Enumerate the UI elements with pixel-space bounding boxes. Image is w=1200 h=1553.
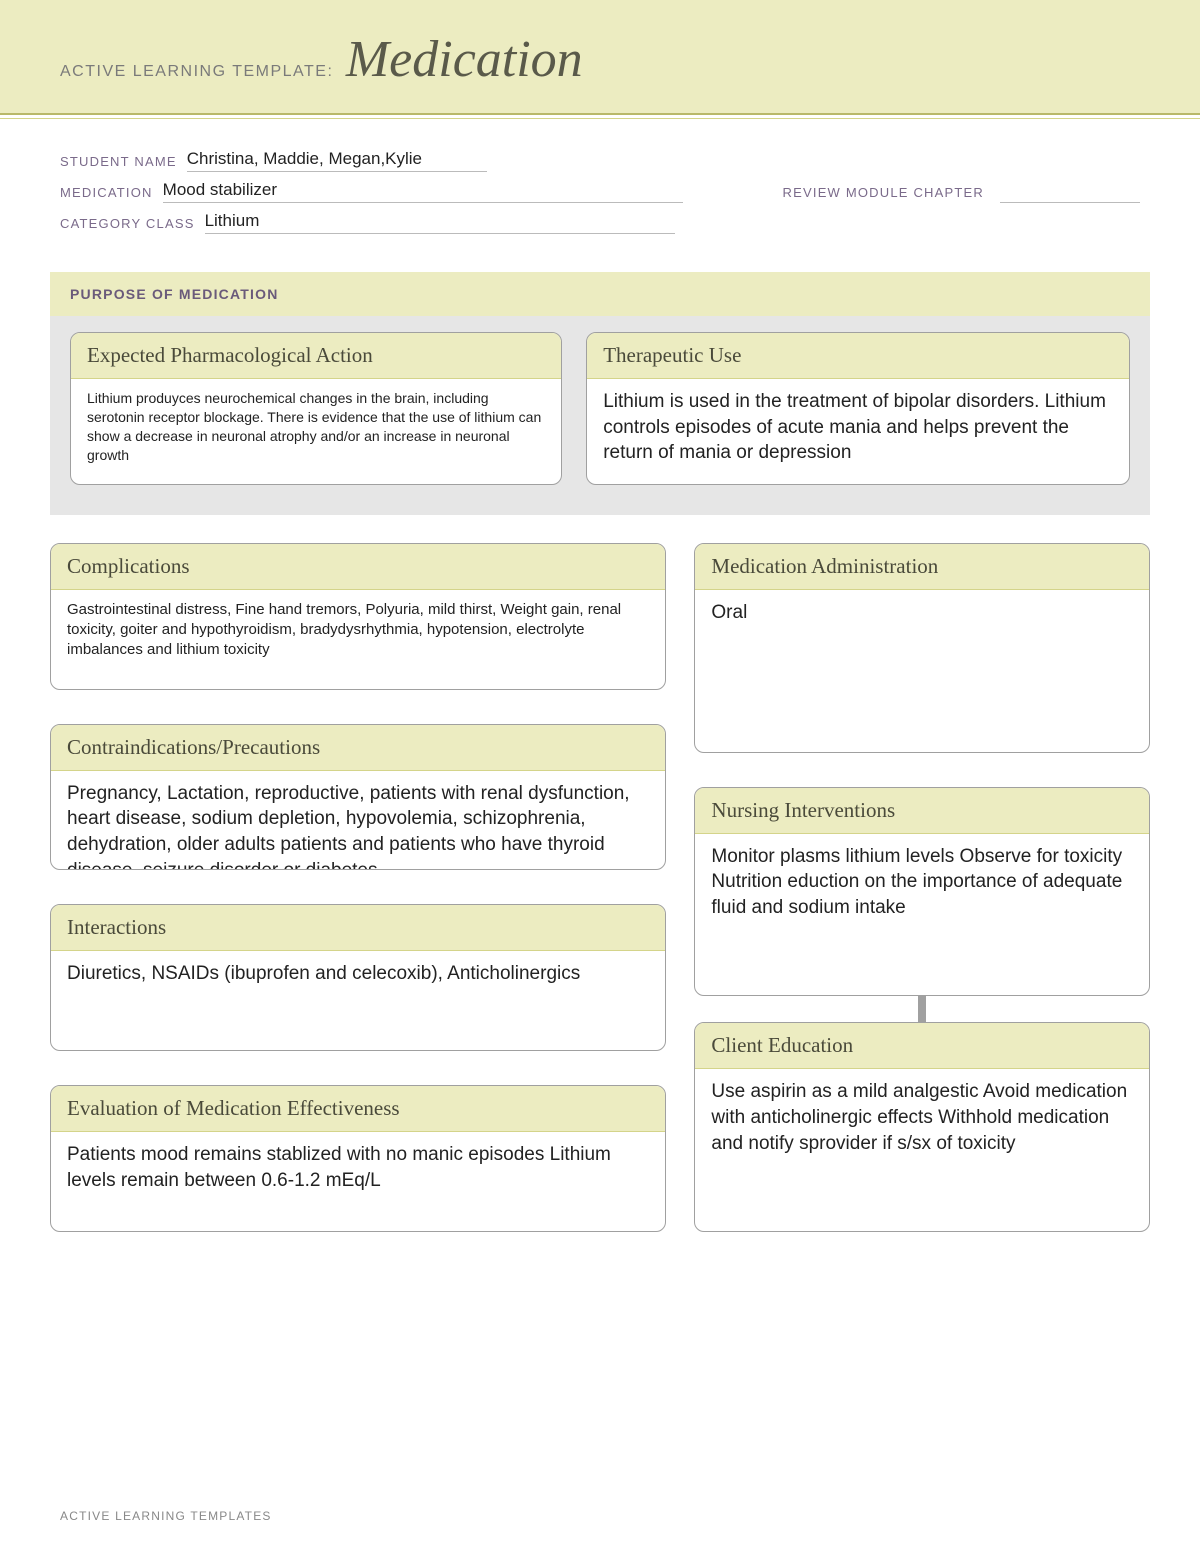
therapeutic-use-body: Lithium is used in the treatment of bipo… <box>587 379 1129 484</box>
interactions-body: Diuretics, NSAIDs (ibuprofen and celecox… <box>51 951 665 1031</box>
header-prefix: ACTIVE LEARNING TEMPLATE: <box>60 63 333 80</box>
purpose-heading: PURPOSE OF MEDICATION <box>50 272 1150 316</box>
contraindications-card: Contraindications/Precautions Pregnancy,… <box>50 724 666 871</box>
interactions-card: Interactions Diuretics, NSAIDs (ibuprofe… <box>50 904 666 1051</box>
evaluation-body: Patients mood remains stablized with no … <box>51 1132 665 1212</box>
client-education-body: Use aspirin as a mild analgestic Avoid m… <box>695 1069 1149 1219</box>
administration-title: Medication Administration <box>695 544 1149 590</box>
administration-card: Medication Administration Oral <box>694 543 1150 753</box>
expected-action-body: Lithium produyces neurochemical changes … <box>71 379 561 483</box>
client-education-card: Client Education Use aspirin as a mild a… <box>694 1022 1150 1232</box>
client-education-title: Client Education <box>695 1023 1149 1069</box>
header-band: ACTIVE LEARNING TEMPLATE: Medication <box>0 0 1200 115</box>
nursing-interventions-card: Nursing Interventions Monitor plasms lit… <box>694 787 1150 997</box>
purpose-section: PURPOSE OF MEDICATION Expected Pharmacol… <box>50 272 1150 515</box>
category-class-label: CATEGORY CLASS <box>60 216 195 234</box>
medication-label: MEDICATION <box>60 185 153 203</box>
footer-text: ACTIVE LEARNING TEMPLATES <box>60 1509 272 1523</box>
evaluation-card: Evaluation of Medication Effectiveness P… <box>50 1085 666 1232</box>
review-module-label: REVIEW MODULE CHAPTER <box>783 185 984 203</box>
connector-line <box>918 996 926 1022</box>
expected-action-card: Expected Pharmacological Action Lithium … <box>70 332 562 485</box>
administration-body: Oral <box>695 590 1149 753</box>
info-block: STUDENT NAME Christina, Maddie, Megan,Ky… <box>0 119 1200 252</box>
complications-card: Complications Gastrointestinal distress,… <box>50 543 666 690</box>
complications-body: Gastrointestinal distress, Fine hand tre… <box>51 590 665 679</box>
contraindications-body: Pregnancy, Lactation, reproductive, pati… <box>51 771 665 871</box>
student-name-value: Christina, Maddie, Megan,Kylie <box>187 149 487 172</box>
medication-value: Mood stabilizer <box>163 180 683 203</box>
interactions-title: Interactions <box>51 905 665 951</box>
category-class-value: Lithium <box>205 211 675 234</box>
review-module-value <box>1000 185 1140 203</box>
nursing-interventions-body: Monitor plasms lithium levels Observe fo… <box>695 834 1149 984</box>
therapeutic-use-title: Therapeutic Use <box>587 333 1129 379</box>
contraindications-title: Contraindications/Precautions <box>51 725 665 771</box>
nursing-interventions-title: Nursing Interventions <box>695 788 1149 834</box>
evaluation-title: Evaluation of Medication Effectiveness <box>51 1086 665 1132</box>
expected-action-title: Expected Pharmacological Action <box>71 333 561 379</box>
student-name-label: STUDENT NAME <box>60 154 177 172</box>
complications-title: Complications <box>51 544 665 590</box>
therapeutic-use-card: Therapeutic Use Lithium is used in the t… <box>586 332 1130 485</box>
header-title: Medication <box>346 31 583 88</box>
